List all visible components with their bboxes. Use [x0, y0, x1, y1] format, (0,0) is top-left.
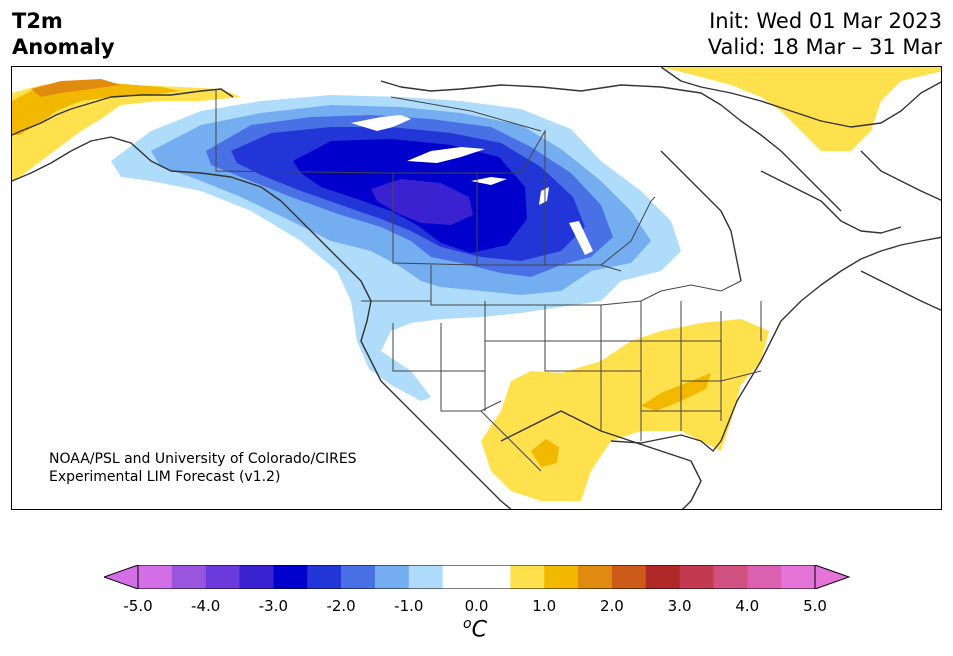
- colorbar-cell: [781, 565, 816, 589]
- coastlines: [12, 67, 941, 509]
- lake-shape-1: [351, 115, 411, 131]
- forecast-dates: Init: Wed 01 Mar 2023 Valid: 18 Mar – 31…: [708, 8, 942, 60]
- colorbar-cell: [408, 565, 444, 589]
- colorbar-unit-label: oC: [463, 616, 487, 642]
- map-title: T2m Anomaly: [12, 8, 115, 60]
- warm-anomaly-alaska: [12, 81, 241, 181]
- lake-shape-3: [471, 177, 507, 185]
- colorbar-cell: [442, 565, 477, 589]
- colorbar-cell: [747, 565, 782, 589]
- lake-shape-4: [539, 187, 549, 205]
- lake-shape-5: [569, 221, 593, 255]
- colorbar-tick-label: -5.0: [123, 597, 153, 615]
- anomaly-map: [11, 66, 942, 510]
- colorbar-cell: [679, 565, 714, 589]
- colorbar-tick-label: -1.0: [394, 597, 424, 615]
- colorbar-tick-label: 2.0: [599, 597, 624, 615]
- map-canvas: [12, 67, 941, 509]
- colorbar-cell: [205, 565, 241, 589]
- title-line-1: T2m: [12, 9, 63, 33]
- cold-anomaly-level-6: [371, 179, 473, 225]
- colorbar: [104, 565, 850, 589]
- colorbar-cell: [374, 565, 410, 589]
- colorbar-cell: [307, 565, 342, 589]
- unit-degree-sup: o: [463, 616, 472, 632]
- warm-anomaly-greenland: [661, 67, 941, 151]
- colorbar-cell: [138, 565, 173, 589]
- colorbar-cell: [171, 565, 207, 589]
- colorbar-cell: [476, 565, 511, 589]
- lake-shape-2: [407, 147, 485, 163]
- warm-anomaly-alaska-max: [31, 79, 121, 97]
- colorbar-extend-low: [104, 565, 139, 589]
- title-line-2: Anomaly: [12, 35, 115, 59]
- credit-text: NOAA/PSL and University of Colorado/CIRE…: [49, 450, 357, 486]
- warm-anomaly-mexico-core: [531, 439, 559, 467]
- colorbar-tick-label: 4.0: [735, 597, 760, 615]
- colorbar-cell: [611, 565, 647, 589]
- colorbar-cell: [510, 565, 545, 589]
- credit-line-2: Experimental LIM Forecast (v1.2): [49, 469, 281, 485]
- unit-letter: C: [471, 617, 487, 643]
- colorbar-outline: [137, 565, 816, 589]
- political-borders: [215, 89, 762, 472]
- init-date: Init: Wed 01 Mar 2023: [709, 9, 942, 33]
- colorbar-cell: [239, 565, 274, 589]
- colorbar-tick-label: 1.0: [532, 597, 557, 615]
- warm-anomaly-us-south: [481, 319, 769, 501]
- colorbar-cell: [544, 565, 579, 589]
- colorbar-tick-label: 5.0: [803, 597, 827, 615]
- colorbar-cell: [645, 565, 681, 589]
- colorbar-tick-label: -3.0: [258, 597, 289, 615]
- warm-anomaly-southeast-core: [641, 373, 711, 411]
- valid-date: Valid: 18 Mar – 31 Mar: [707, 35, 942, 59]
- credit-line-1: NOAA/PSL and University of Colorado/CIRE…: [49, 451, 357, 467]
- colorbar-tick-labels: -5.0 -4.0 -3.0 -2.0 -1.0 0.0 1.0 2.0 3.0 4.0 5.0: [0, 597, 953, 617]
- colorbar-cells: [138, 565, 816, 589]
- colorbar-cell: [713, 565, 748, 589]
- colorbar-cell: [341, 565, 376, 589]
- colorbar-tick-label: 0.0: [464, 597, 489, 615]
- colorbar-tick-label: -4.0: [191, 597, 221, 615]
- colorbar-tick-label: -2.0: [326, 597, 356, 615]
- colorbar-extend-high: [814, 565, 850, 589]
- colorbar-cell: [578, 565, 613, 589]
- colorbar-tick-label: 3.0: [667, 597, 692, 615]
- colorbar-cell: [273, 565, 308, 589]
- warm-anomaly-alaska-core: [12, 83, 181, 135]
